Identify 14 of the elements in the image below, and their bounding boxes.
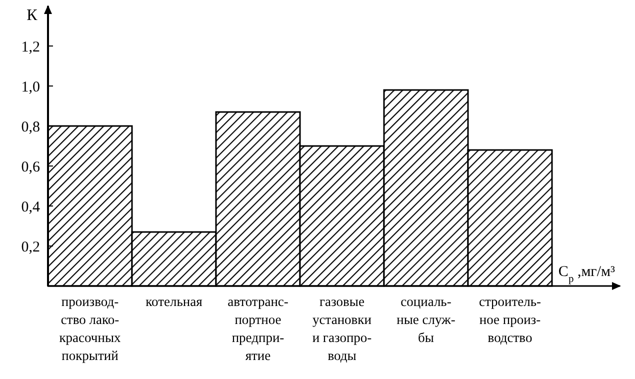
y-tick-label: 0,8 — [21, 119, 40, 136]
y-tick-label: 1,0 — [21, 79, 40, 96]
x-tick-label: котельная — [146, 294, 202, 309]
x-tick-label: строитель- ное произ- водство — [478, 294, 542, 345]
x-axis-title: C$_{р}$ ,мг/м³ — [558, 264, 616, 284]
y-tick-label: 0,6 — [21, 159, 40, 176]
y-tick-label: 0,2 — [21, 239, 40, 256]
y-axis-title: К — [26, 7, 38, 24]
y-tick-label: 1,2 — [21, 39, 40, 56]
x-tick-label: социаль- ные служ- бы — [396, 294, 456, 345]
x-tick-label: производ- ство лако- красочных покрытий — [59, 294, 122, 363]
x-tick-label: газовые установки и газопро- воды — [312, 294, 372, 363]
x-tick-label: автотранс- портное предпри- ятие — [228, 294, 289, 363]
y-tick-label: 0,4 — [21, 199, 40, 216]
